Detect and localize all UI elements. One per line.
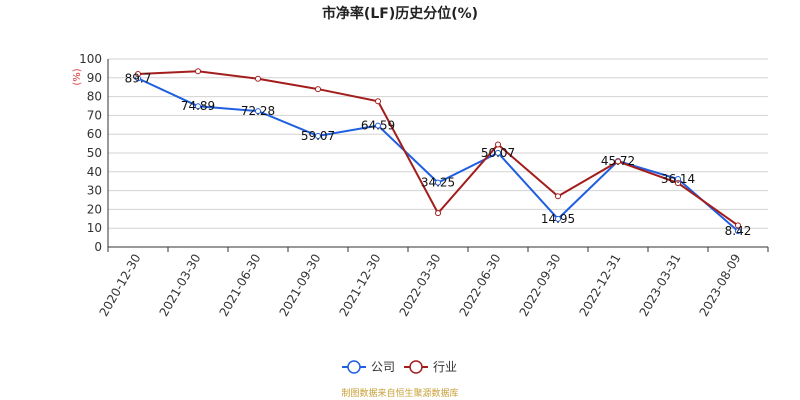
x-tick-label: 2022-12-31 (577, 252, 624, 319)
data-point (555, 193, 561, 200)
data-labels: 89.7 74.89 72.28 59.07 64.59 34.25 50.07 14.95 4… (125, 71, 752, 238)
data-label: 14.95 (541, 212, 575, 226)
chart-title: 市净率(LF)历史分位(%) (322, 5, 478, 22)
data-label: 34.25 (421, 176, 455, 190)
y-tick-label: 50 (87, 146, 102, 160)
legend-marker (347, 360, 361, 374)
y-tick-label: 40 (87, 165, 102, 179)
y-axis-unit: (%) (72, 68, 83, 85)
data-label: 36.14 (661, 172, 695, 186)
x-tick-label: 2020-12-30 (97, 252, 144, 319)
data-point (615, 158, 621, 165)
data-label: 50.07 (481, 146, 515, 160)
data-label: 64.59 (361, 119, 395, 133)
x-tick-label: 2022-09-30 (517, 252, 564, 319)
x-tick-label: 2022-06-30 (457, 252, 504, 319)
y-tick-label: 90 (87, 71, 102, 85)
y-tick-label: 70 (87, 108, 102, 122)
data-point (735, 228, 741, 235)
data-label: 45.72 (601, 154, 635, 168)
y-tick-label: 80 (87, 90, 102, 104)
x-tick-label: 2023-08-09 (697, 252, 744, 319)
data-point (555, 215, 561, 222)
data-label: 59.07 (301, 129, 335, 143)
series-line (137, 70, 739, 227)
data-label: 72.28 (241, 104, 275, 118)
x-tick-label: 2021-06-30 (217, 252, 264, 319)
legend-marker (409, 360, 423, 374)
data-label: 89.7 (125, 71, 152, 85)
legend: 公司 行业 (342, 360, 457, 374)
y-tick-label: 10 (87, 221, 102, 235)
data-label: 8.42 (725, 224, 752, 238)
data-point (135, 71, 141, 78)
data-point (255, 108, 261, 115)
y-tick-label: 100 (79, 52, 102, 66)
data-point (495, 149, 501, 156)
y-tick-label: 60 (87, 127, 102, 141)
series-layer (135, 68, 741, 235)
data-point (315, 132, 321, 139)
y-tick-label: 0 (94, 240, 102, 254)
x-tick-label: 2021-03-30 (157, 252, 204, 319)
legend-label: 公司 (371, 360, 395, 374)
data-point (435, 210, 441, 217)
data-point (495, 141, 501, 148)
x-tick-label: 2022-03-30 (397, 252, 444, 319)
data-point (255, 75, 261, 82)
y-tick-label: 30 (87, 184, 102, 198)
data-point (675, 180, 681, 187)
data-point (315, 86, 321, 93)
data-label: 74.89 (181, 99, 215, 113)
x-tick-label: 2021-12-30 (337, 252, 384, 319)
x-tick-label: 2023-03-31 (637, 252, 684, 319)
data-source-note: 制图数据来自恒生聚源数据库 (341, 387, 458, 399)
data-point (735, 222, 741, 229)
data-point (375, 122, 381, 129)
y-tick-label: 20 (87, 202, 102, 216)
data-point (195, 68, 201, 75)
data-point (375, 98, 381, 105)
series-line (137, 77, 739, 232)
data-point (435, 179, 441, 186)
legend-label: 行业 (433, 360, 457, 374)
grid-lines (108, 58, 768, 248)
x-tick-label: 2021-09-30 (277, 252, 324, 319)
data-point (195, 103, 201, 110)
